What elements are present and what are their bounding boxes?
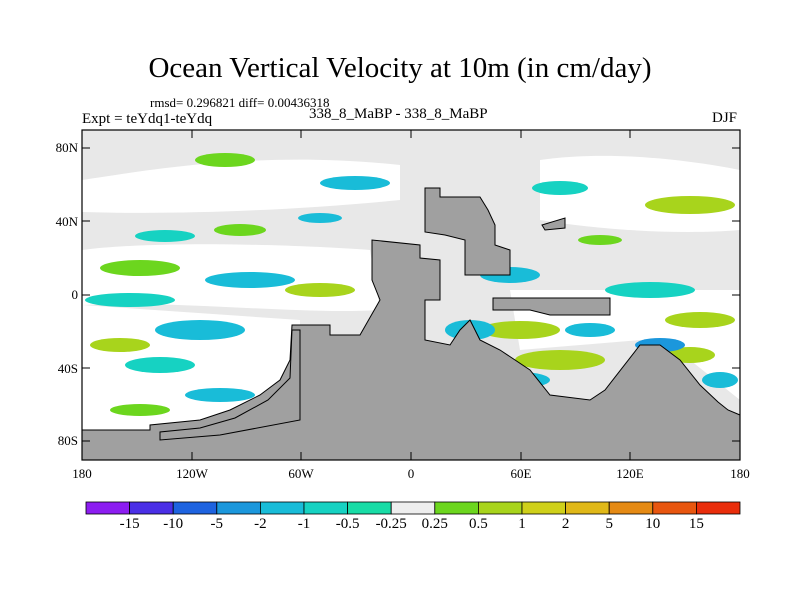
lon-tick-label: 180	[730, 466, 750, 481]
colorbar-swatch	[259, 501, 305, 515]
green-blob	[645, 196, 735, 214]
axis-ticks	[82, 130, 740, 460]
cyan-blob	[125, 357, 195, 373]
land-north-continent	[424, 187, 511, 276]
green-blob	[100, 260, 180, 276]
cyan-blob	[155, 320, 245, 340]
land-masses	[81, 187, 741, 461]
colorbar-swatch	[565, 501, 610, 515]
land-west-spit	[159, 329, 301, 441]
land-small-east	[541, 217, 566, 231]
white-band	[82, 159, 400, 213]
experiment-label: Expt = teYdq1-teYdq	[82, 111, 213, 127]
lon-tick-label: 60W	[288, 466, 314, 481]
colorbar	[85, 501, 741, 515]
colorbar-swatch	[608, 501, 654, 515]
lon-tick-label: 0	[407, 466, 415, 481]
land-polar-region	[81, 239, 741, 461]
map-plot-area	[81, 129, 741, 461]
colorbar-swatch	[303, 501, 348, 515]
colorbar-swatch	[85, 501, 130, 515]
colorbar-swatch	[347, 501, 392, 515]
colorbar-tick-label: -15	[119, 516, 140, 532]
colorbar-swatch	[129, 501, 174, 515]
cyan-blob	[702, 372, 738, 388]
lat-tick-label: 0	[71, 287, 79, 302]
colorbar-tick-label: -1	[297, 516, 311, 532]
cyan-blob	[605, 282, 695, 298]
green-blob	[110, 404, 170, 416]
cyan-blob	[85, 293, 175, 307]
colorbar-swatch	[521, 501, 566, 515]
plot-title: Ocean Vertical Velocity at 10m (in cm/da…	[148, 52, 652, 84]
runs-label: 338_8_MaBP - 338_8_MaBP	[309, 106, 488, 122]
cyan-blob	[320, 176, 390, 190]
lon-tick-label: 120W	[176, 466, 208, 481]
lat-tick-label: 80S	[57, 433, 78, 448]
colorbar-tick-label: 10	[645, 516, 661, 532]
cyan-blob	[205, 272, 295, 288]
cyan-blob	[135, 230, 195, 242]
green-blob	[90, 338, 150, 352]
colorbar-tick-label: -2	[254, 516, 267, 532]
colorbar-swatch	[652, 501, 697, 515]
cyan-blob	[298, 213, 342, 223]
cyan-blob	[185, 388, 255, 402]
colorbar-tick-label: -0.5	[335, 516, 360, 532]
colorbar-tick-label: 1	[518, 516, 526, 532]
colorbar-swatch	[390, 501, 436, 515]
green-blob	[195, 153, 255, 167]
green-blob	[214, 224, 266, 236]
green-blob	[515, 350, 605, 370]
cyan-blob	[565, 323, 615, 337]
colorbar-tick-label: 15	[688, 516, 704, 532]
colorbar-tick-label: -0.25	[375, 516, 407, 532]
colorbar-swatch	[696, 501, 741, 515]
green-blob	[285, 283, 355, 297]
lon-tick-label: 120E	[616, 466, 644, 481]
green-blob	[578, 235, 622, 245]
colorbar-swatch	[477, 501, 523, 515]
green-blob	[480, 321, 560, 339]
colorbar-tick-label: 2	[561, 516, 570, 532]
cyan-blob	[532, 181, 588, 195]
colorbar-tick-label: 5	[605, 516, 613, 532]
season-label: DJF	[712, 110, 738, 126]
colorbar-swatch	[434, 501, 479, 515]
green-blob	[665, 312, 735, 328]
colorbar-tick-label: -10	[163, 516, 184, 532]
lon-tick-label: 180	[72, 466, 92, 481]
velocity-field	[82, 153, 740, 436]
colorbar-tick-label: 0.5	[469, 516, 488, 532]
lat-tick-label: 40N	[55, 214, 78, 229]
land-east-bar	[492, 297, 611, 316]
colorbar-tick-label: -5	[210, 516, 224, 532]
colorbar-tick-label: 0.25	[421, 516, 448, 532]
colorbar-swatch	[172, 501, 218, 515]
lat-tick-label: 40S	[57, 361, 78, 376]
colorbar-swatch	[216, 501, 261, 515]
lon-tick-label: 60E	[510, 466, 532, 481]
lat-tick-label: 80N	[55, 140, 78, 155]
rmsd-diff-stats: rmsd= 0.296821 diff= 0.00436318	[150, 95, 330, 110]
